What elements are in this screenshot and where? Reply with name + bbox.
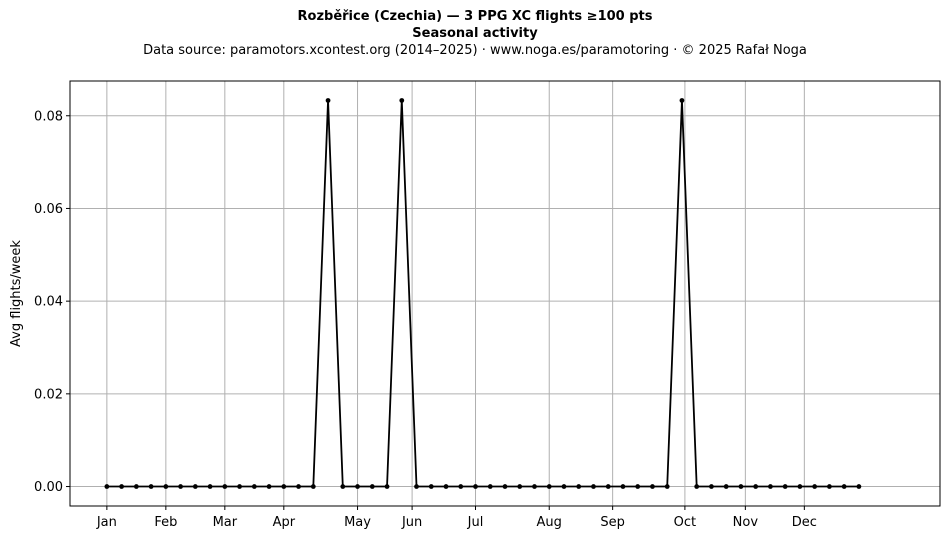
data-point [768,484,773,489]
data-point [782,484,788,489]
data-point [738,484,744,489]
data-point [428,484,434,489]
x-tick-label: Nov [733,515,759,530]
x-tick-label: Dec [792,515,817,530]
series-layer [104,98,862,489]
y-tick-label: 0.02 [34,387,63,402]
chart-title-line1: Rozběřice (Czechia) — 3 PPG XC flights ≥… [297,9,653,24]
data-point [104,484,110,489]
x-tick-label: Mar [213,515,238,530]
data-point [827,484,832,489]
data-point [635,484,641,489]
data-point [443,484,449,489]
data-point [251,484,257,489]
data-point [237,484,242,489]
data-point [856,484,862,489]
data-point [694,484,700,489]
data-point [133,484,139,489]
data-point [723,484,729,489]
data-point [310,484,316,489]
y-axis-label: Avg flights/week [9,240,24,347]
data-point [266,484,272,489]
data-point [163,484,169,489]
data-point [650,484,655,489]
data-point [458,484,464,489]
data-point [340,484,346,489]
data-point [178,484,183,489]
x-tick-label: May [344,515,371,530]
data-point [841,484,847,489]
x-tick-label: Oct [674,515,696,530]
x-tick-label: Sep [600,515,625,530]
data-point [487,484,493,489]
grid-lines [70,81,940,506]
data-point [384,484,390,489]
chart-title-line2: Seasonal activity [412,26,538,41]
x-tick-label: Aug [537,515,562,530]
data-point [414,484,419,489]
data-point [502,484,508,489]
chart-subtitle: Data source: paramotors.xcontest.org (20… [143,43,807,58]
y-tick-label: 0.06 [34,202,63,217]
data-point [591,484,596,489]
title-block: Rozběřice (Czechia) — 3 PPG XC flights ≥… [0,8,950,60]
data-point [797,484,803,489]
y-axis: 0.00 0.02 0.04 0.06 0.08 [34,109,70,495]
y-tick-label: 0.08 [34,109,63,124]
data-point [296,484,301,489]
x-tick-label: Jul [467,515,484,530]
data-point [119,484,125,489]
series-line [106,99,859,488]
x-tick-label: Jan [96,515,117,530]
data-point [546,484,552,489]
data-point [753,484,759,489]
data-point [222,484,228,489]
data-point [473,484,478,489]
data-point [517,484,523,489]
data-point [399,98,405,103]
data-point [325,98,331,103]
data-point [709,484,714,489]
data-point [561,484,567,489]
x-axis: Jan Feb Mar Apr May Jun Jul Aug Sep Oct Nov Dec [96,506,817,530]
data-point [620,484,626,489]
data-point [812,484,818,489]
plot-frame [69,80,941,507]
data-point [355,484,360,489]
data-point [369,484,375,489]
x-tick-label: Feb [154,515,177,530]
data-point [605,484,611,489]
data-point [281,484,287,489]
y-tick-label: 0.00 [34,480,63,495]
x-tick-label: Apr [273,515,296,530]
y-tick-label: 0.04 [34,295,63,310]
data-point [192,484,198,489]
data-point [576,484,582,489]
data-point [532,484,537,489]
data-point [664,484,670,489]
data-point [207,484,213,489]
data-point [679,98,685,103]
x-tick-label: Jun [401,515,422,530]
data-point [148,484,154,489]
